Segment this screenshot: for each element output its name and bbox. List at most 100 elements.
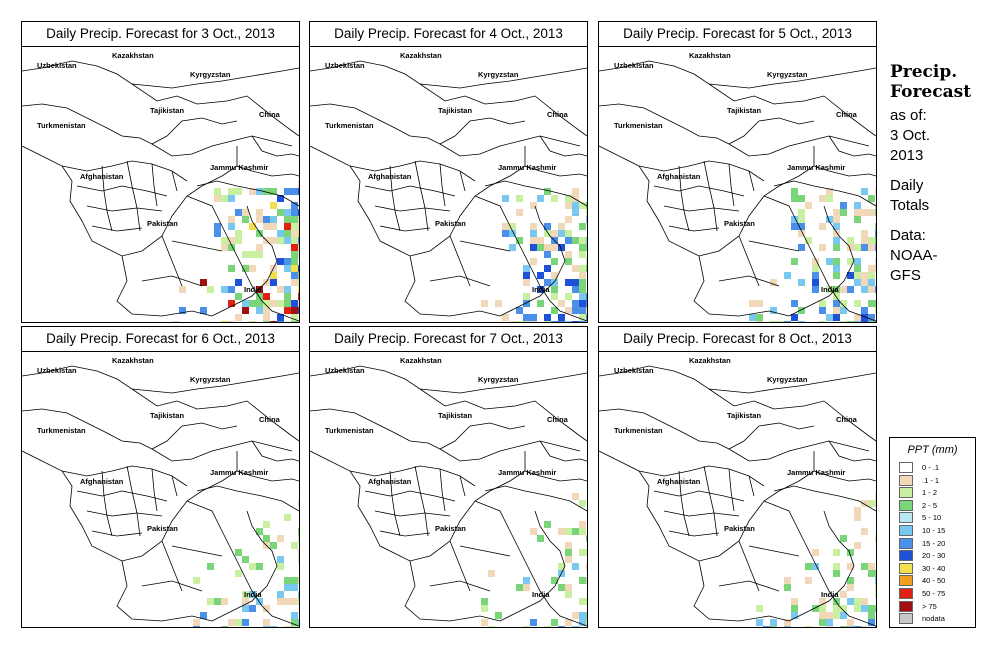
legend-swatch — [899, 487, 913, 499]
precip-cell — [235, 314, 242, 321]
precip-cell — [558, 223, 565, 230]
label-pakistan: Pakistan — [724, 524, 755, 533]
precip-cell — [868, 272, 875, 279]
precip-cell — [516, 195, 523, 202]
precip-cell — [840, 591, 847, 598]
precip-cell — [291, 230, 298, 237]
precip-cell — [235, 549, 242, 556]
data-label: Data: — [890, 227, 926, 244]
panel-title: Daily Precip. Forecast for 7 Oct., 2013 — [310, 327, 587, 352]
precip-cell — [291, 237, 298, 244]
precip-cell — [854, 209, 861, 216]
precip-cell — [256, 307, 263, 314]
precip-cell — [551, 279, 558, 286]
legend-swatch — [899, 525, 913, 536]
precip-cell — [284, 300, 291, 307]
precip-cell — [277, 556, 284, 563]
precip-cell — [586, 209, 587, 216]
precip-cell — [565, 528, 572, 535]
precip-cell — [277, 286, 284, 293]
precip-cell — [291, 258, 298, 265]
precip-cell — [791, 258, 798, 265]
precip-cell — [228, 195, 235, 202]
legend-label: 1 - 2 — [922, 488, 938, 498]
precip-cell — [826, 188, 833, 195]
precip-cell — [544, 314, 551, 321]
precip-cell — [235, 279, 242, 286]
precip-cell — [854, 279, 861, 286]
precip-cell — [502, 223, 509, 230]
precip-cell — [270, 272, 277, 279]
precip-cell — [819, 321, 826, 322]
precip-cell — [840, 202, 847, 209]
precip-cell — [277, 535, 284, 542]
data-source-1: NOAA- — [890, 247, 938, 264]
precip-cell — [235, 209, 242, 216]
precip-cell — [572, 321, 579, 322]
sidebar-info: Precip. Forecast as of: 3 Oct. 2013 Dail… — [890, 62, 980, 286]
legend-swatch — [899, 462, 913, 473]
precip-cell — [235, 237, 242, 244]
precip-cell — [586, 314, 587, 321]
label-pakistan: Pakistan — [147, 219, 178, 228]
precip-cells — [172, 181, 299, 322]
precip-cell — [861, 209, 868, 216]
precip-cell — [242, 265, 249, 272]
data-source-2: GFS — [890, 267, 921, 284]
precip-cell — [756, 605, 763, 612]
precip-cell — [868, 244, 875, 251]
label-jammu-kashmir: Jammu Kashmir — [787, 468, 845, 477]
precip-cell — [565, 230, 572, 237]
precip-cell — [868, 605, 875, 612]
as-of-year: 2013 — [890, 147, 924, 164]
precip-cell — [586, 258, 587, 265]
precip-cell — [214, 230, 221, 237]
precip-cell — [875, 584, 876, 591]
precip-cell — [530, 237, 537, 244]
label-pakistan: Pakistan — [147, 524, 178, 533]
precip-cell — [579, 237, 586, 244]
precip-cell — [833, 549, 840, 556]
precip-cell — [861, 605, 868, 612]
precip-cell — [221, 195, 228, 202]
precip-cell — [291, 272, 298, 279]
precip-cell — [193, 577, 200, 584]
precip-cell — [277, 209, 284, 216]
label-india: India — [532, 285, 550, 294]
precip-cell — [284, 626, 291, 627]
precip-cell — [572, 188, 579, 195]
precip-cell — [854, 202, 861, 209]
precip-cell — [847, 549, 854, 556]
precip-cell — [572, 279, 579, 286]
precip-cell — [826, 216, 833, 223]
precip-cell — [291, 209, 298, 216]
precip-cell — [256, 598, 263, 605]
precip-cell — [481, 605, 488, 612]
precip-cell — [826, 619, 833, 626]
legend-label: 30 - 40 — [922, 563, 946, 573]
precip-cell — [523, 293, 530, 300]
precip-cell — [256, 209, 263, 216]
legend-swatch — [899, 499, 913, 511]
precip-cell — [586, 307, 587, 314]
label-kyrgyzstan: Kyrgyzstan — [190, 70, 231, 79]
precip-cell — [284, 265, 291, 272]
precip-cell — [791, 314, 798, 321]
precip-cell — [847, 244, 854, 251]
precip-cell — [833, 293, 840, 300]
label-turkmenistan: Turkmenistan — [37, 426, 86, 435]
precip-cell — [861, 230, 868, 237]
legend-label: .1 - 1 — [922, 475, 940, 485]
label-afghanistan: Afghanistan — [80, 477, 124, 486]
precip-cell — [572, 209, 579, 216]
precip-cell — [270, 542, 277, 549]
precip-cell — [544, 265, 551, 272]
precip-cell — [270, 626, 277, 627]
legend-label: 50 - 75 — [922, 589, 946, 598]
legend-swatch — [899, 562, 913, 574]
precip-cell — [523, 300, 530, 307]
precip-cell — [875, 244, 876, 251]
sidebar-heading-2: Forecast — [890, 82, 972, 102]
precip-cell — [572, 493, 579, 500]
sidebar-heading-1: Precip. — [890, 62, 958, 82]
